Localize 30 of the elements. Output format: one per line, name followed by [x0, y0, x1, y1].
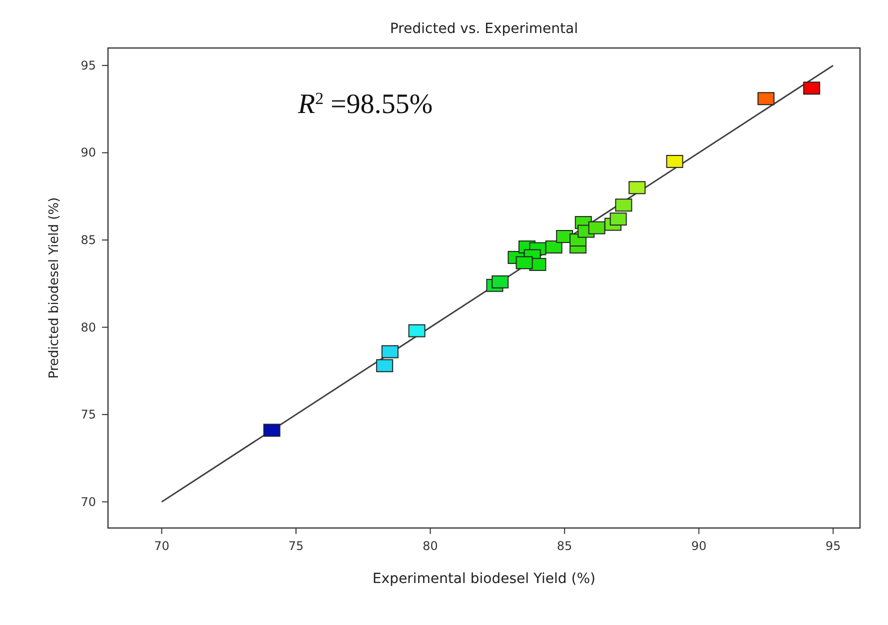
y-axis-title: Predicted biodesel Yield (%): [47, 197, 62, 379]
x-axis-title: Experimental biodesel Yield (%): [372, 571, 596, 587]
point: [382, 345, 398, 358]
point: [492, 275, 509, 288]
y-tick-label: 70: [80, 494, 96, 509]
point: [615, 198, 632, 212]
y-tick-label: 95: [80, 58, 96, 72]
point: [516, 256, 533, 270]
point: [610, 212, 627, 226]
point: [758, 92, 774, 106]
annotation: R$^{2}$ =98.55%: [297, 88, 433, 120]
point: [666, 154, 684, 168]
chart-title: Predicted vs. Experimental: [390, 21, 578, 37]
x-tick-label: 75: [288, 539, 304, 553]
point: [588, 221, 606, 234]
point: [376, 359, 394, 372]
y-tick-label: 80: [80, 320, 96, 334]
y-tick-label: 85: [80, 233, 96, 247]
point: [803, 82, 820, 95]
x-tick-label: 85: [556, 539, 572, 553]
x-tick-label: 80: [422, 539, 438, 553]
y-tick-label: 75: [80, 408, 96, 422]
point: [263, 424, 280, 437]
x-tick-label: 95: [826, 539, 841, 553]
y-tick-label: 90: [80, 146, 96, 160]
point: [545, 240, 562, 254]
x-tick-label: 70: [154, 539, 170, 553]
point: [628, 181, 646, 194]
point: [408, 324, 426, 338]
x-tick-label: 90: [691, 539, 706, 553]
